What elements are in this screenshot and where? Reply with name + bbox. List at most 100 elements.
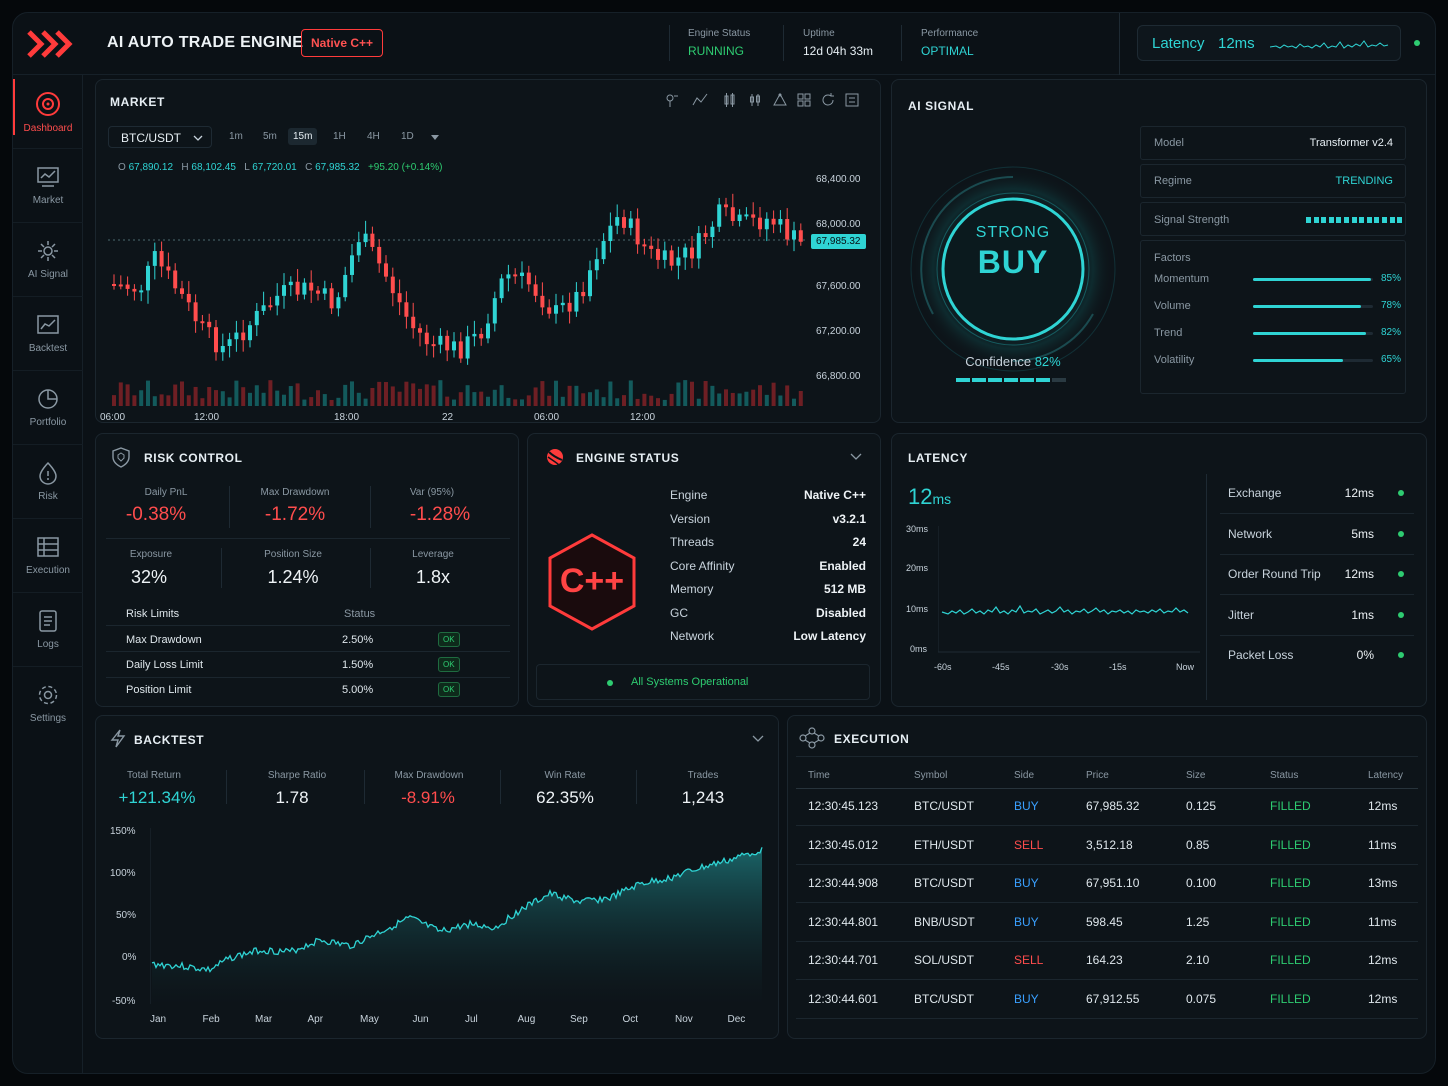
cell-size: 0.125 <box>1186 799 1217 813</box>
candle-body <box>628 218 633 228</box>
timeframe-4h[interactable]: 4H <box>367 131 380 142</box>
candle-body <box>792 230 796 240</box>
volume-bar <box>588 392 592 406</box>
candle-body <box>574 291 579 312</box>
nav-portfolio[interactable]: Portfolio <box>13 371 83 445</box>
indicator-tool-icon[interactable] <box>692 92 708 108</box>
volume-bar <box>581 393 586 406</box>
timeframe-1d[interactable]: 1D <box>401 131 414 142</box>
trades-label: Trades <box>687 770 719 781</box>
table-row[interactable]: 12:30:44.908 BTC/USDT BUY 67,951.10 0.100 FIL… <box>788 865 1428 903</box>
nav-logs[interactable]: Logs <box>13 593 83 667</box>
cell-time: 12:30:45.012 <box>808 837 879 852</box>
time-axis-label: 22 <box>442 412 454 423</box>
candle-body <box>309 282 314 291</box>
timeframe-5m[interactable]: 5m <box>263 131 277 142</box>
column-header[interactable]: Side <box>1014 770 1035 781</box>
latency-panel: LATENCY 12ms 30ms 20ms 10ms 0ms -60s -45… <box>891 433 1427 707</box>
timeframe-1m[interactable]: 1m <box>229 131 243 142</box>
candle-body <box>683 247 688 258</box>
nav-portfolio-label: Portfolio <box>29 417 67 428</box>
candle-body <box>737 214 742 222</box>
refresh-icon[interactable] <box>820 92 836 108</box>
table-row[interactable]: 12:30:44.601 BTC/USDT BUY 67,912.55 0.075 FIL… <box>788 981 1428 1019</box>
factor-value: 85% <box>1381 273 1402 284</box>
latency-indicator-value: 12ms <box>1218 35 1255 52</box>
volume-bar <box>431 385 436 406</box>
nav-execution[interactable]: Execution <box>13 519 83 593</box>
leverage-value: 1.8x <box>415 567 451 587</box>
volume-bar <box>730 392 735 406</box>
timeframe-15m[interactable]: 15m <box>288 128 318 145</box>
volume-bar <box>492 389 497 406</box>
bars-tool-icon[interactable] <box>748 92 764 108</box>
candle-body <box>118 284 123 287</box>
settings-panel-icon[interactable] <box>844 92 860 108</box>
column-header[interactable]: Price <box>1086 770 1109 781</box>
column-header[interactable]: Status <box>1270 770 1299 781</box>
table-row[interactable]: 12:30:45.012 ETH/USDT SELL 3,512.18 0.85 FILL… <box>788 827 1428 865</box>
volume-bar <box>261 392 266 406</box>
volume-bar <box>724 389 728 406</box>
volume-bar <box>438 380 443 406</box>
pair-selector[interactable]: BTC/USDT <box>108 126 212 148</box>
settings-icon <box>38 685 58 705</box>
nav-risk[interactable]: Risk <box>13 445 83 519</box>
table-row[interactable]: 12:30:45.123 BTC/USDT BUY 67,985.32 0.125 FIL… <box>788 788 1428 826</box>
nav-settings[interactable]: Settings <box>13 667 83 741</box>
nav-ai-signal[interactable]: AI Signal <box>13 223 83 297</box>
nav-dashboard[interactable]: Dashboard <box>13 75 83 149</box>
engine-spec-value: Enabled <box>819 558 866 573</box>
volume-bar <box>445 396 450 406</box>
column-header[interactable]: Latency <box>1368 770 1404 781</box>
candle-body <box>316 290 320 294</box>
column-header[interactable]: Size <box>1186 770 1206 781</box>
market-panel: MARKET BTC/USDT 1m 5m 15m 1H 4H 1D O 67,… <box>95 79 881 423</box>
candle-body <box>554 305 558 314</box>
candle-body <box>642 244 647 247</box>
cell-side: BUY <box>1014 799 1039 813</box>
cell-size: 2.10 <box>1186 953 1210 967</box>
strength-segment <box>1366 217 1372 223</box>
signal-strength-row: Signal Strength <box>1140 202 1406 236</box>
row-divider <box>796 979 1418 980</box>
volume-bar <box>152 396 157 406</box>
chevron-down-icon[interactable] <box>752 732 764 744</box>
latency-y-label: 20ms <box>906 563 929 573</box>
candle-body <box>227 339 232 347</box>
nav-risk-label: Risk <box>38 491 58 502</box>
volume-bar <box>574 385 579 406</box>
strength-segment <box>1328 217 1334 223</box>
confidence-segment <box>1004 378 1018 382</box>
layout-grid-icon[interactable] <box>796 92 812 108</box>
candle-body <box>560 302 565 306</box>
chevron-down-icon[interactable] <box>850 450 862 462</box>
latency-indicator[interactable]: Latency 12ms <box>1137 25 1401 61</box>
candlestick-chart[interactable] <box>108 174 808 406</box>
cell-latency: 11ms <box>1368 837 1397 852</box>
volume-bar <box>220 391 225 406</box>
confidence-segment <box>1020 378 1034 382</box>
candle-tool-icon[interactable] <box>722 92 738 108</box>
equity-curve-chart[interactable] <box>150 828 770 1004</box>
cell-price: 164.23 <box>1086 953 1123 967</box>
volume-bar <box>418 388 422 406</box>
volume-bar <box>669 393 674 406</box>
nav-market[interactable]: Market <box>13 149 83 223</box>
table-row[interactable]: 12:30:44.701 SOL/USDT SELL 164.23 2.10 FILLED… <box>788 942 1428 980</box>
equity-x-label: Jan <box>150 1014 167 1025</box>
volume-bar <box>486 396 490 406</box>
table-row[interactable]: 12:30:44.801 BNB/USDT BUY 598.45 1.25 FILLED 1… <box>788 904 1428 942</box>
drawing-tool-icon[interactable] <box>772 92 788 108</box>
volume-bar <box>717 393 722 406</box>
cell-symbol: BTC/USDT <box>914 991 974 1006</box>
timeframe-1h[interactable]: 1H <box>333 131 346 142</box>
timeframe-more-icon[interactable] <box>430 132 440 142</box>
candle-body <box>234 332 239 340</box>
crosshair-tool-icon[interactable] <box>664 92 680 108</box>
latency-y-label: 30ms <box>906 524 929 534</box>
nav-backtest[interactable]: Backtest <box>13 297 83 371</box>
column-header[interactable]: Time <box>808 770 830 781</box>
column-header[interactable]: Symbol <box>914 770 948 781</box>
candle-body <box>200 321 205 324</box>
